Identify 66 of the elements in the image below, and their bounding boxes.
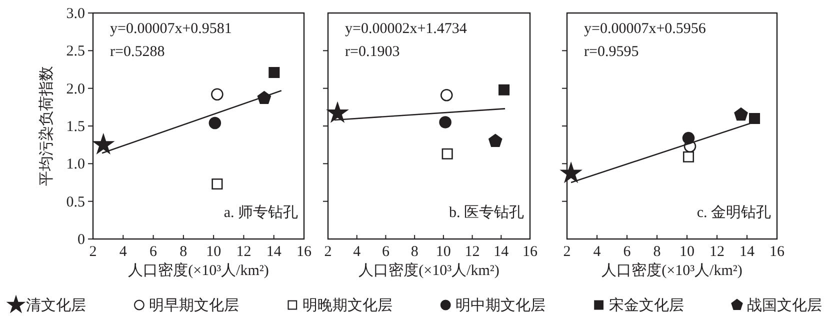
x-tick-label: 6	[150, 244, 158, 260]
x-tick-label: 2	[89, 244, 97, 260]
x-tick-label: 8	[180, 244, 188, 260]
y-tick-label: 0	[78, 232, 85, 248]
point	[734, 108, 748, 121]
x-tick-label: 6	[382, 244, 390, 260]
annotation: r=0.9595	[584, 44, 639, 60]
annotation: r=0.5288	[110, 44, 165, 60]
x-tick-label: 16	[296, 244, 312, 260]
x-tick-label: 6	[623, 244, 632, 260]
x-axis-title: 人口密度(×10³人/km²)	[602, 262, 742, 279]
legend-label: 宋金文化层	[608, 297, 684, 314]
point	[212, 178, 223, 190]
legend-label: 战国文化层	[747, 297, 822, 314]
annotation: y=0.00002x+1.4734	[345, 21, 468, 37]
legend-label: 清文化层	[26, 297, 86, 314]
point	[93, 134, 114, 154]
point	[439, 116, 452, 128]
x-tick-label: 16	[770, 244, 785, 260]
annotation: r=0.1903	[345, 44, 400, 60]
legend-label: 明早期文化层	[149, 297, 240, 314]
y-tick-label: 2.0	[66, 81, 85, 98]
annotation: b. 医专钻孔	[449, 204, 524, 221]
annotation: a. 师专钻孔	[224, 204, 298, 221]
x-tick-label: 2	[563, 244, 571, 260]
legend-label: 明中期文化层	[456, 297, 546, 314]
point	[440, 88, 453, 102]
x-tick-label: 4	[593, 244, 602, 260]
x-tick-label: 4	[353, 244, 362, 260]
x-tick-label: 10	[680, 244, 694, 260]
point	[498, 84, 510, 96]
point	[442, 148, 453, 160]
y-tick-label: 1.5	[66, 119, 85, 135]
point	[327, 102, 348, 122]
point	[211, 88, 224, 100]
y-tick-label: 0.5	[66, 194, 85, 210]
y-tick-label: 1.0	[66, 156, 85, 173]
point	[208, 116, 222, 130]
point	[268, 66, 280, 78]
x-axis-title: 人口密度(×10³人/km²)	[358, 262, 500, 279]
x-tick-label: 8	[410, 244, 418, 260]
x-tick-label: 2	[324, 244, 332, 260]
x-tick-label: 12	[464, 244, 480, 260]
point	[682, 151, 694, 162]
x-tick-label: 14	[740, 244, 755, 260]
x-tick-label: 12	[710, 244, 724, 260]
point	[560, 162, 582, 182]
y-tick-label: 3.0	[66, 6, 85, 22]
x-tick-label: 12	[236, 244, 252, 260]
x-tick-label: 10	[206, 244, 222, 260]
point	[682, 132, 695, 144]
x-tick-label: 14	[494, 244, 510, 260]
x-tick-label: 16	[522, 244, 538, 260]
legend-label: 明晚期文化层	[302, 297, 392, 314]
x-tick-label: 10	[436, 244, 451, 260]
x-tick-label: 8	[653, 244, 661, 260]
x-tick-label: 4	[119, 244, 128, 260]
x-tick-label: 14	[266, 244, 282, 260]
annotation: y=0.00007x+0.9581	[110, 21, 232, 37]
x-axis-title: 人口密度(×10³人/km²)	[128, 262, 269, 279]
annotation: c. 金明钻孔	[696, 204, 771, 221]
y-tick-label: 2.5	[66, 44, 85, 60]
annotation: y=0.00007x+0.5956	[584, 21, 706, 37]
y-axis-title: 平均污染负荷指数	[38, 66, 55, 186]
point	[748, 112, 760, 124]
point	[488, 134, 502, 147]
